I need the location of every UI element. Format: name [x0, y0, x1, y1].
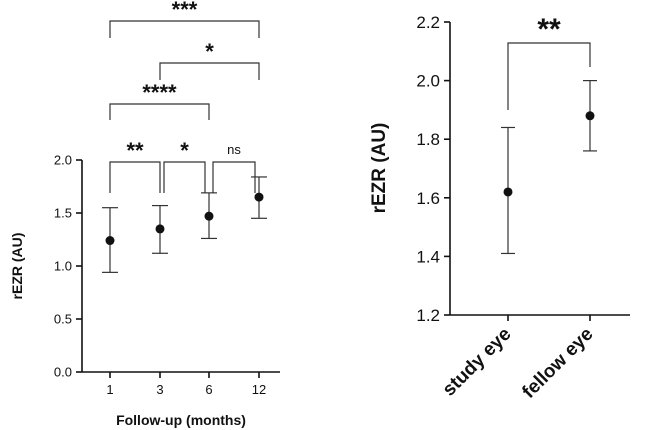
right-data-point	[503, 187, 513, 197]
left-significance-label: **	[126, 138, 144, 163]
right-x-tick-label: fellow eye	[518, 324, 597, 403]
left-y-tick-label: 0.5	[54, 312, 72, 327]
right-y-axis-title: rEZR (AU)	[369, 123, 390, 214]
right-y-tick-label: 1.8	[416, 130, 440, 149]
left-significance-label: ****	[142, 80, 177, 105]
right-y-tick-label: 2.0	[416, 72, 440, 91]
left-x-tick-label: 6	[205, 382, 212, 397]
left-significance-label: ns	[227, 142, 241, 157]
left-chart: 0.00.51.01.52.01 3 6 12** * ns******** Follow…	[9, 0, 280, 428]
left-data-point	[254, 192, 264, 202]
left-significance-label: ***	[172, 0, 198, 22]
left-significance-bracket	[212, 161, 256, 193]
right-y-tick-label: 1.4	[416, 247, 440, 266]
left-significance-bracket	[109, 20, 260, 38]
left-significance-label: *	[205, 39, 214, 64]
left-data-point	[155, 224, 165, 234]
left-y-axis-title: rEZR (AU)	[9, 233, 25, 300]
left-data-point	[105, 236, 115, 246]
right-significance-label: **	[537, 13, 561, 46]
left-x-tick-label: 1	[106, 382, 113, 397]
right-data-point	[585, 111, 595, 121]
right-y-tick-label: 1.2	[416, 306, 440, 325]
right-x-tick-label: study eye	[439, 324, 516, 401]
right-plot-area: 1.2 1.4 1.6 1.8 2.0 2.2 study eye fellow eye **	[416, 13, 597, 403]
left-x-axis-title: Follow-up (months)	[116, 412, 246, 428]
left-significance-bracket	[163, 161, 206, 193]
right-y-tick-label: 2.2	[416, 13, 440, 32]
left-data-point	[204, 211, 214, 221]
right-y-tick-label: 1.6	[416, 189, 440, 208]
left-y-tick-label: 2.0	[54, 153, 72, 168]
left-x-tick-label: 3	[156, 382, 163, 397]
left-significance-bracket	[109, 161, 161, 193]
left-y-tick-label: 0.0	[54, 365, 72, 380]
right-significance-bracket	[507, 42, 591, 110]
left-x-tick-label: 12	[252, 382, 266, 397]
left-significance-bracket	[109, 103, 210, 120]
left-y-tick-label: 1.0	[54, 259, 72, 274]
left-significance-label: *	[180, 138, 189, 163]
left-significance-bracket	[159, 62, 260, 80]
left-plot-area: 0.00.51.01.52.01 3 6 12** * ns********	[54, 0, 267, 397]
left-y-tick-label: 1.5	[54, 206, 72, 221]
